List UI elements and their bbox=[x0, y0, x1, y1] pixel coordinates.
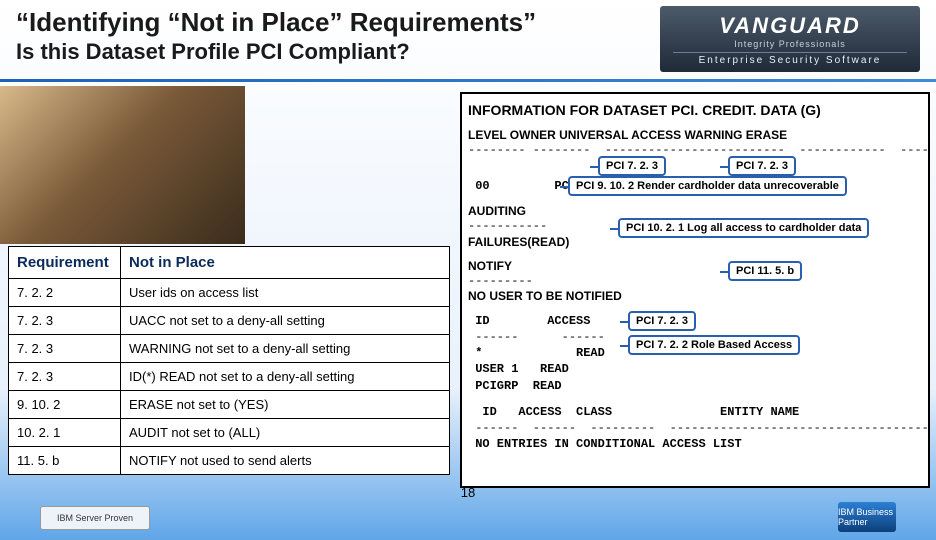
table-row: 10. 2. 1AUDIT not set to (ALL) bbox=[9, 419, 450, 447]
page-number: 18 bbox=[461, 485, 475, 500]
callout-pci-723-a: PCI 7. 2. 3 bbox=[598, 156, 666, 176]
table-cell: NOTIFY not used to send alerts bbox=[121, 447, 450, 475]
callout-pci-115b: PCI 11. 5. b bbox=[728, 261, 802, 281]
table-row: 7. 2. 3UACC not set to a deny-all settin… bbox=[9, 307, 450, 335]
dash-line: -------- -------- ----------------------… bbox=[468, 142, 922, 158]
table-cell: 7. 2. 3 bbox=[9, 335, 121, 363]
cond-dash: ------ ------ --------- ----------------… bbox=[468, 420, 922, 436]
table-cell: 11. 5. b bbox=[9, 447, 121, 475]
table-cell: UACC not set to a deny-all setting bbox=[121, 307, 450, 335]
logo-main: VANGUARD bbox=[719, 13, 860, 39]
ibm-partner-logo: IBM Business Partner bbox=[838, 502, 896, 532]
cols-line: LEVEL OWNER UNIVERSAL ACCESS WARNING ERA… bbox=[468, 128, 922, 142]
table-cell: ID(*) READ not set to a deny-all setting bbox=[121, 363, 450, 391]
cond-header: ID ACCESS CLASS ENTITY NAME bbox=[468, 404, 922, 420]
table-row: 11. 5. bNOTIFY not used to send alerts bbox=[9, 447, 450, 475]
vanguard-logo: VANGUARD Integrity Professionals Enterpr… bbox=[660, 6, 920, 72]
table-cell: ERASE not set to (YES) bbox=[121, 391, 450, 419]
logo-sub1: Integrity Professionals bbox=[734, 39, 846, 49]
auditing-label: AUDITING bbox=[468, 204, 922, 218]
logo-sub2: Enterprise Security Software bbox=[673, 52, 907, 66]
callout-pci-722: PCI 7. 2. 2 Role Based Access bbox=[628, 335, 800, 355]
notify-label: NOTIFY bbox=[468, 259, 922, 273]
table-cell: 7. 2. 2 bbox=[9, 279, 121, 307]
callout-pci-723-b: PCI 7. 2. 3 bbox=[728, 156, 796, 176]
callout-pci-723-c: PCI 7. 2. 3 bbox=[628, 311, 696, 331]
callout-pci-9102: PCI 9. 10. 2 Render cardholder data unre… bbox=[568, 176, 847, 196]
row-00: 00 PC bbox=[468, 179, 569, 193]
access-row: USER 1 READ bbox=[468, 361, 922, 377]
access-row: PCIGRP READ bbox=[468, 378, 922, 394]
dataset-info-panel: INFORMATION FOR DATASET PCI. CREDIT. DAT… bbox=[460, 92, 930, 488]
table-row: 7. 2. 2User ids on access list bbox=[9, 279, 450, 307]
table-cell: 10. 2. 1 bbox=[9, 419, 121, 447]
table-cell: WARNING not set to a deny-all setting bbox=[121, 335, 450, 363]
decorative-photo bbox=[0, 86, 245, 244]
notify-dash: --------- bbox=[468, 273, 922, 289]
notify-val: NO USER TO BE NOTIFIED bbox=[468, 289, 922, 303]
table-cell: 9. 10. 2 bbox=[9, 391, 121, 419]
table-cell: 7. 2. 3 bbox=[9, 363, 121, 391]
table-cell: 7. 2. 3 bbox=[9, 307, 121, 335]
table-cell: AUDIT not set to (ALL) bbox=[121, 419, 450, 447]
callout-pci-1021: PCI 10. 2. 1 Log all access to cardholde… bbox=[618, 218, 869, 238]
server-proven-logo: IBM Server Proven bbox=[40, 506, 150, 530]
table-row: 7. 2. 3ID(*) READ not set to a deny-all … bbox=[9, 363, 450, 391]
info-title: INFORMATION FOR DATASET PCI. CREDIT. DAT… bbox=[468, 102, 922, 118]
table-row: 9. 10. 2ERASE not set to (YES) bbox=[9, 391, 450, 419]
table-cell: User ids on access list bbox=[121, 279, 450, 307]
slide-header: “Identifying “Not in Place” Requirements… bbox=[0, 0, 936, 82]
col-not-in-place: Not in Place bbox=[121, 247, 450, 279]
col-requirement: Requirement bbox=[9, 247, 121, 279]
table-row: 7. 2. 3WARNING not set to a deny-all set… bbox=[9, 335, 450, 363]
cond-text: NO ENTRIES IN CONDITIONAL ACCESS LIST bbox=[468, 436, 922, 452]
table-header-row: Requirement Not in Place bbox=[9, 247, 450, 279]
requirements-table: Requirement Not in Place 7. 2. 2User ids… bbox=[8, 246, 450, 475]
